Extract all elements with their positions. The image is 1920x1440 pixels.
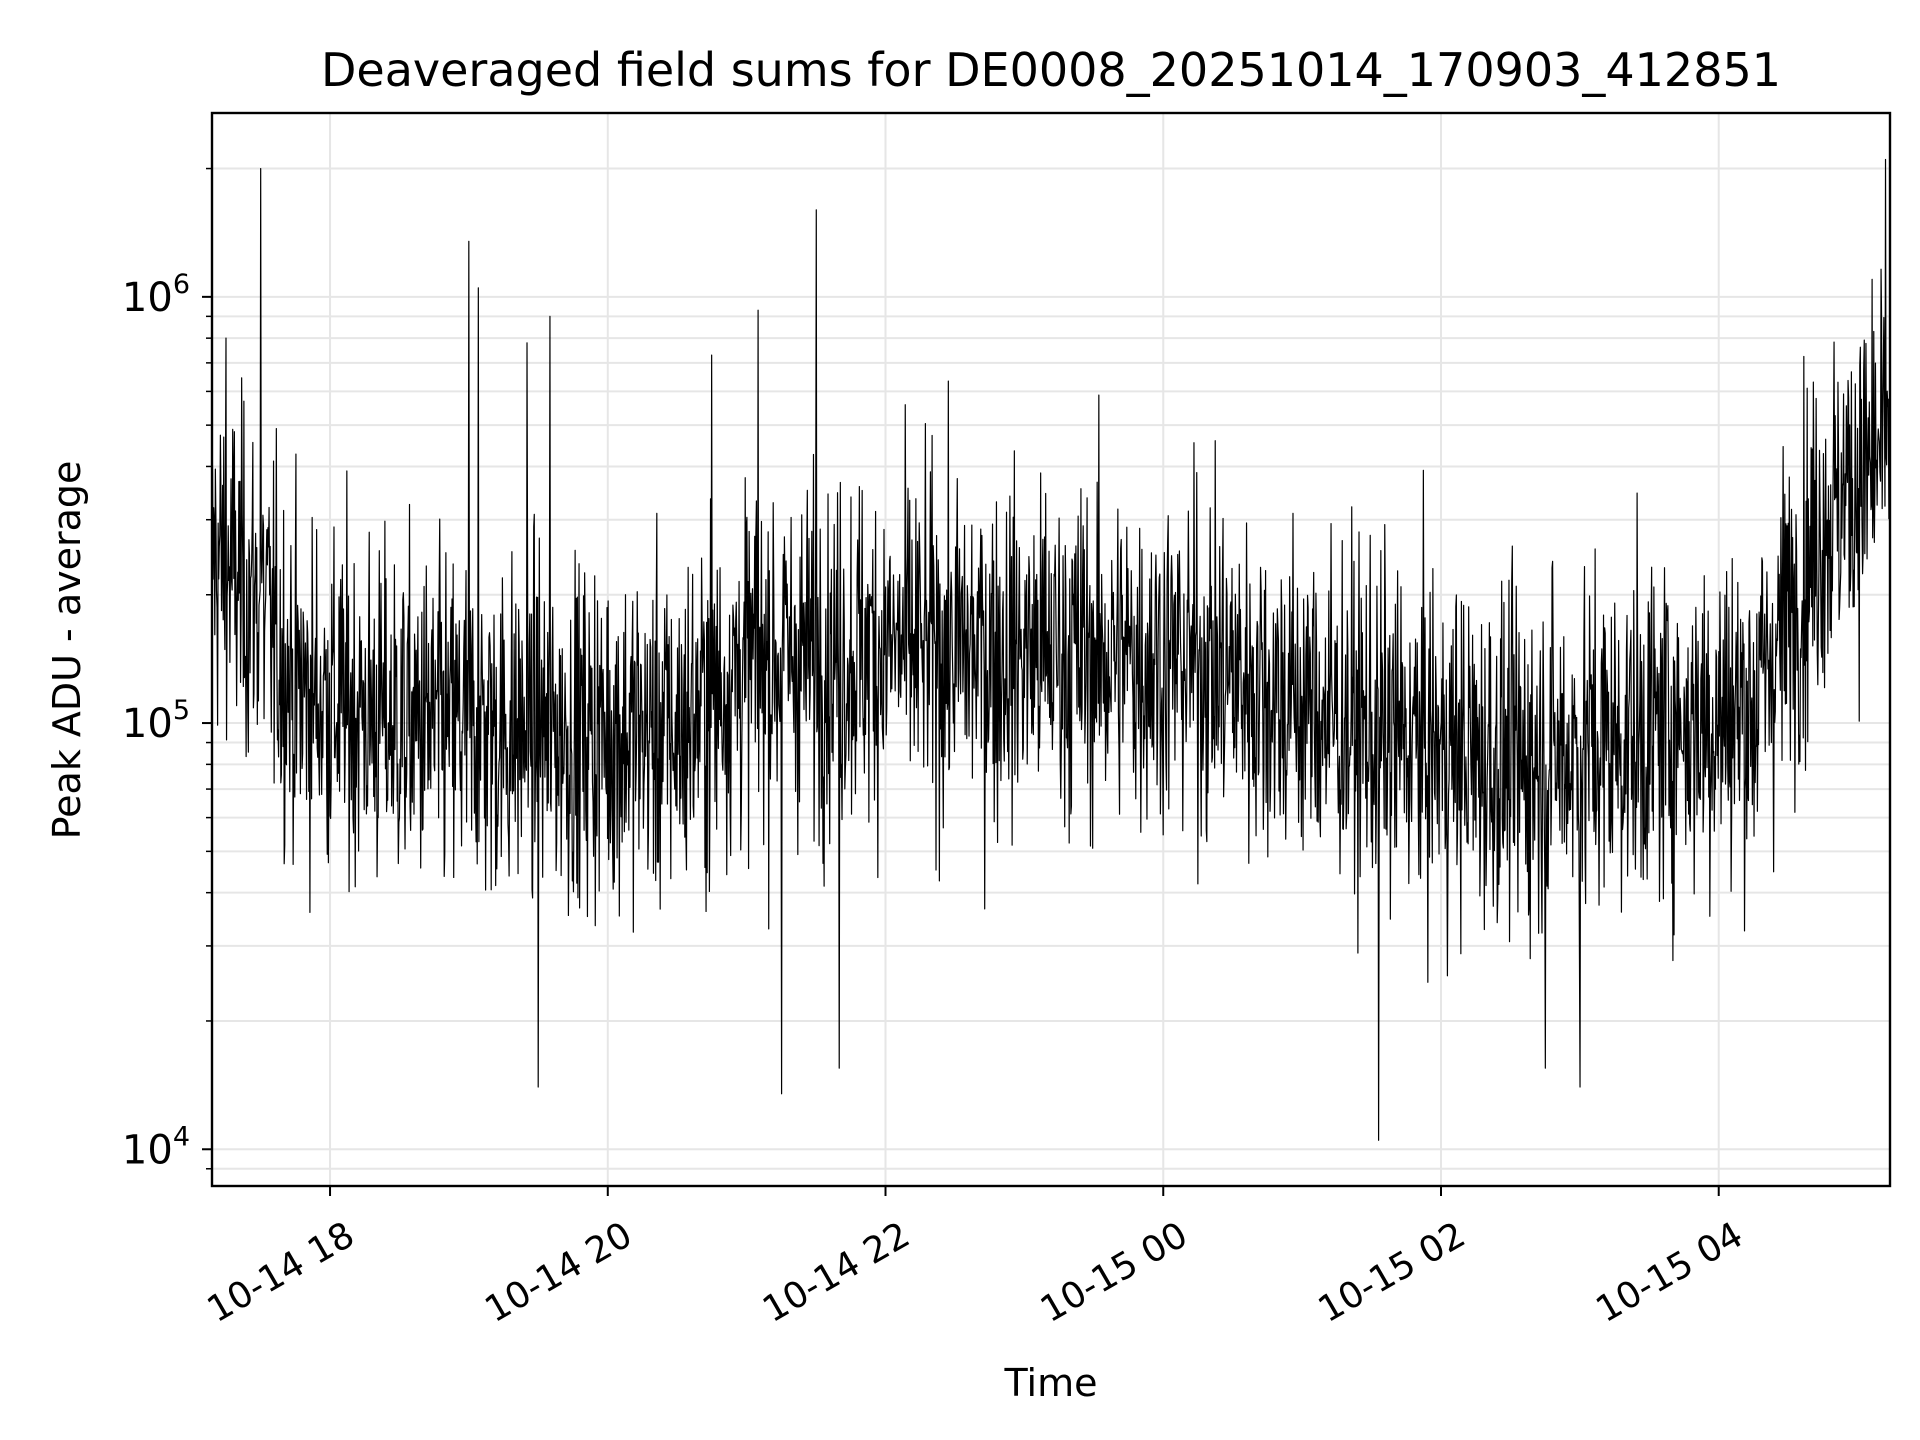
plot-frame [210,111,1892,1188]
y-axis-label: Peak ADU - average [45,461,89,840]
y-tick-label: 106 [122,269,190,321]
y-axis: 104 105 106 [122,167,212,1173]
chart-title: Deaveraged field sums for DE0008_2025101… [321,43,1781,97]
y-tick-label: 104 [122,1121,190,1173]
series-line [211,158,1891,1141]
y-tick-label: 105 [122,695,190,747]
series-path [211,158,1891,1141]
x-axis-label: Time [1004,1361,1098,1405]
